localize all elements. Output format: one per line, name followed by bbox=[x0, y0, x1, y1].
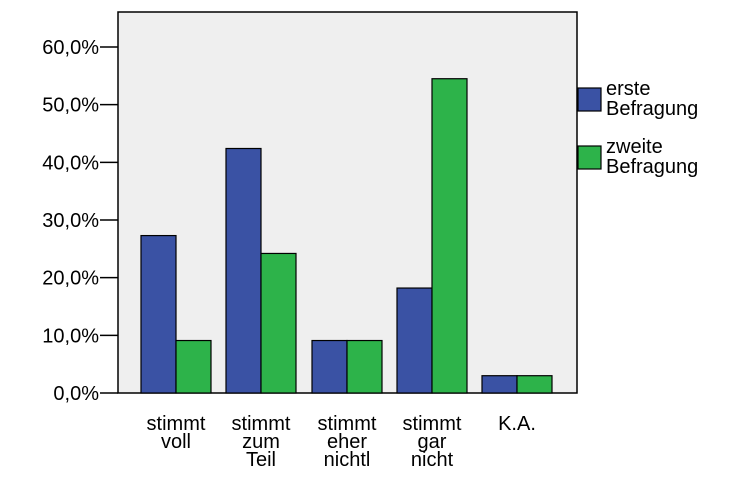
x-category-label-line: nichtl bbox=[324, 449, 371, 471]
y-axis: 0,0% 10,0% 20,0% 30,0% 40,0% 50,0% 60,0% bbox=[42, 37, 118, 405]
x-category-label-line: stimmt bbox=[147, 413, 206, 435]
x-category-label-line: voll bbox=[161, 431, 191, 453]
x-category-label-line: Teil bbox=[246, 449, 276, 471]
x-category-label-line: zum bbox=[242, 431, 280, 453]
x-category-label: stimmt gar nicht bbox=[403, 413, 462, 471]
bar-erste-3 bbox=[396, 287, 433, 394]
x-category-label-line: nicht bbox=[411, 449, 454, 471]
legend-swatch-erste bbox=[577, 87, 602, 112]
x-category-label-line: stimmt bbox=[232, 413, 291, 435]
x-category-label: stimmt eher nichtl bbox=[318, 413, 377, 471]
x-category-label: stimmt zum Teil bbox=[232, 413, 291, 471]
legend-label-line: zweite bbox=[606, 136, 663, 158]
legend-label-erste: erste Befragung bbox=[606, 78, 698, 120]
legend-label-line: erste bbox=[606, 78, 650, 100]
y-tick-label: 20,0% bbox=[42, 268, 99, 290]
y-tick-label: 40,0% bbox=[42, 152, 99, 174]
x-category-label: K.A. bbox=[498, 413, 536, 435]
plot-area-group bbox=[117, 11, 578, 394]
y-tick-label: 60,0% bbox=[42, 37, 99, 59]
legend-label-line: Befragung bbox=[606, 156, 698, 178]
y-tick-label: 50,0% bbox=[42, 95, 99, 117]
x-category-label: stimmt voll bbox=[147, 413, 206, 453]
y-tick-label: 30,0% bbox=[42, 210, 99, 232]
y-tick-label: 0,0% bbox=[53, 383, 99, 405]
bar-zweite-1 bbox=[260, 252, 297, 394]
bar-zweite-0 bbox=[175, 339, 212, 394]
x-category-label-line: stimmt bbox=[403, 413, 462, 435]
bar-erste-4 bbox=[481, 375, 518, 394]
bars bbox=[140, 78, 553, 394]
x-category-label-line: eher bbox=[327, 431, 367, 453]
bar-zweite-4 bbox=[516, 375, 553, 394]
x-category-label-line: stimmt bbox=[318, 413, 377, 435]
x-category-label-line: gar bbox=[418, 431, 447, 453]
bar-zweite-3 bbox=[431, 78, 468, 394]
plot-area bbox=[117, 11, 578, 394]
legend-swatch-zweite bbox=[577, 145, 602, 170]
legend-label-zweite: zweite Befragung bbox=[606, 136, 698, 178]
bar-erste-2 bbox=[311, 339, 348, 394]
bar-erste-0 bbox=[140, 234, 177, 394]
bar-erste-1 bbox=[225, 147, 262, 394]
y-tick-label: 10,0% bbox=[42, 325, 99, 347]
legend-label-line: Befragung bbox=[606, 98, 698, 120]
bar-zweite-2 bbox=[346, 339, 383, 394]
x-category-label-line: K.A. bbox=[498, 413, 536, 435]
